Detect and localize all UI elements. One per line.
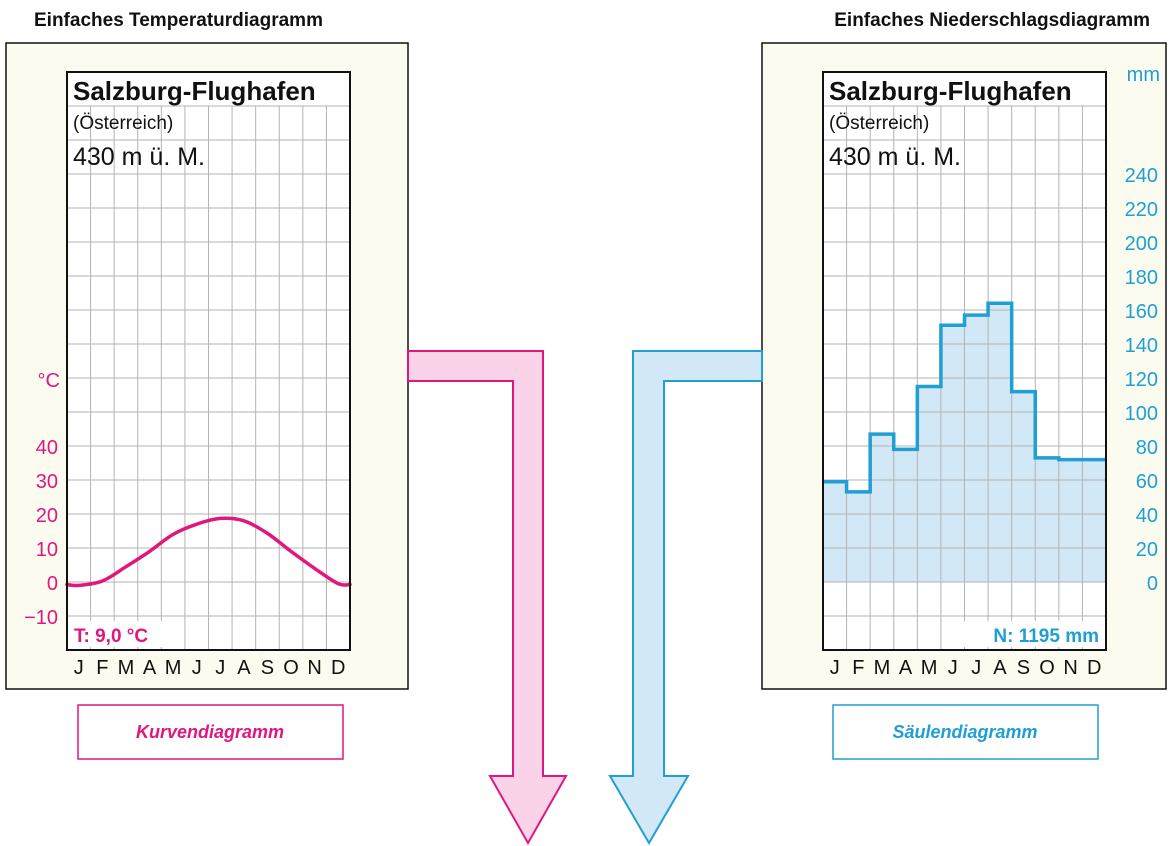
precipitation-y-tick: 240 <box>1125 165 1158 187</box>
precipitation-x-tick: M <box>921 657 938 679</box>
precipitation-x-tick: A <box>993 657 1007 679</box>
precipitation-y-tick: 100 <box>1125 403 1158 425</box>
temperature-x-tick: F <box>96 657 108 679</box>
precipitation-x-tick: F <box>852 657 864 679</box>
precipitation-y-tick: 60 <box>1136 471 1158 493</box>
precipitation-step-line <box>823 301 1106 494</box>
precipitation-plot-frame <box>822 71 1107 651</box>
precipitation-y-tick: 40 <box>1136 505 1158 527</box>
precipitation-grid <box>823 72 1106 650</box>
precipitation-x-tick: N <box>1063 657 1077 679</box>
curve-caption-box <box>77 704 344 760</box>
precipitation-y-tick: 200 <box>1125 233 1158 255</box>
precipitation-y-tick: 20 <box>1136 539 1158 561</box>
precipitation-x-tick: M <box>874 657 891 679</box>
precipitation-y-tick: 220 <box>1125 199 1158 221</box>
temperature-x-tick: A <box>143 657 157 679</box>
temperature-y-tick: 0 <box>47 573 58 595</box>
temperature-grid <box>67 72 350 650</box>
temperature-x-tick: M <box>118 657 135 679</box>
temperature-curve <box>65 516 352 588</box>
temp-header-box <box>68 73 349 106</box>
precipitation-x-tick: J <box>971 657 981 679</box>
temperature-unit-label: °C <box>38 370 60 392</box>
temp-station-name: Salzburg-Flughafen <box>73 76 316 106</box>
precipitation-y-tick: 140 <box>1125 335 1158 357</box>
temperature-y-tick: 20 <box>36 505 58 527</box>
temp-summary-bg <box>70 621 166 647</box>
precipitation-y-ticks: 0 20 40 60 80 100 120 140 160 180 200 220 240 <box>1125 165 1158 595</box>
precipitation-y-tick: 120 <box>1125 369 1158 391</box>
precip-station-altitude: 430 m ü. M. <box>829 143 961 171</box>
temperature-x-tick: A <box>237 657 251 679</box>
precipitation-x-tick: J <box>948 657 958 679</box>
precipitation-y-tick: 160 <box>1125 301 1158 323</box>
temperature-summary: T: 9,0 °C <box>74 626 148 647</box>
temperature-plot-frame <box>66 71 351 651</box>
temperature-x-tick: S <box>261 657 274 679</box>
precipitation-x-tick: A <box>899 657 913 679</box>
temperature-y-ticks: −10 0 10 20 30 40 <box>24 437 58 629</box>
precip-station-country: (Österreich) <box>829 113 929 134</box>
column-caption: Säulendiagramm <box>892 722 1037 742</box>
temp-arrow <box>407 350 568 846</box>
temperature-x-tick: J <box>74 657 84 679</box>
precipitation-y-tick: 80 <box>1136 437 1158 459</box>
precip-summary-bg <box>962 621 1103 647</box>
precip-header-box <box>824 73 1105 106</box>
temperature-y-tick: 30 <box>36 471 58 493</box>
precipitation-x-tick: S <box>1017 657 1030 679</box>
temperature-y-tick: 10 <box>36 539 58 561</box>
column-caption-box <box>832 704 1099 760</box>
precipitation-unit-label: mm <box>1127 64 1160 86</box>
precipitation-x-tick: O <box>1039 657 1055 679</box>
temperature-y-tick: −10 <box>24 607 58 629</box>
temperature-x-tick: J <box>215 657 225 679</box>
temperature-y-tick: 40 <box>36 437 58 459</box>
precipitation-x-tick: D <box>1087 657 1101 679</box>
precipitation-y-tick: 180 <box>1125 267 1158 289</box>
temperature-x-tick: D <box>331 657 345 679</box>
temp-station-altitude: 430 m ü. M. <box>73 143 205 171</box>
temperature-x-tick: O <box>283 657 299 679</box>
precip-arrow <box>608 350 763 845</box>
precipitation-y-tick: 0 <box>1147 573 1158 595</box>
temperature-x-tick: J <box>192 657 202 679</box>
precipitation-x-tick: J <box>830 657 840 679</box>
temp-station-country: (Österreich) <box>73 113 173 134</box>
temperature-x-tick: N <box>307 657 321 679</box>
temperature-x-tick: M <box>165 657 182 679</box>
precip-station-name: Salzburg-Flughafen <box>829 76 1072 106</box>
left-section-title: Einfaches Temperaturdiagramm <box>34 10 323 31</box>
right-section-title: Einfaches Niederschlagsdiagramm <box>834 10 1150 31</box>
precipitation-summary: N: 1195 mm <box>993 626 1099 647</box>
curve-caption: Kurvendiagramm <box>136 722 284 742</box>
